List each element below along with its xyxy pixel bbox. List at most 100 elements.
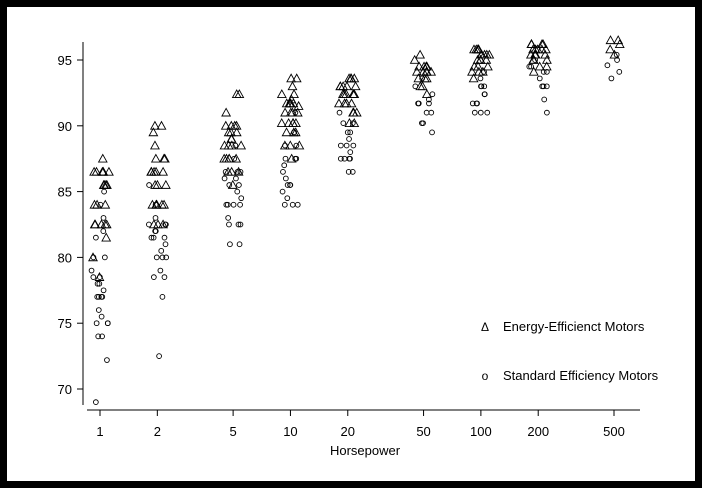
energy-efficient-point bbox=[339, 98, 350, 108]
energy-efficient-point bbox=[473, 66, 484, 76]
standard-efficiency-point bbox=[540, 68, 547, 75]
standard-efficiency-point bbox=[484, 109, 491, 116]
efficiency-scatter-chart: 70 75 80 85 90 95 1 2 5 10 20 50 100 200 500 Horsepow… bbox=[58, 35, 659, 458]
energy-efficient-point bbox=[149, 120, 160, 130]
energy-efficient-point bbox=[414, 61, 425, 71]
energy-efficient-point bbox=[468, 73, 479, 83]
standard-efficiency-point bbox=[349, 120, 356, 127]
standard-efficiency-point bbox=[412, 83, 419, 90]
standard-efficiency-point bbox=[346, 136, 352, 142]
energy-efficient-point bbox=[476, 49, 487, 59]
standard-efficiency-point bbox=[104, 320, 111, 327]
y-tick-label: 75 bbox=[58, 316, 72, 331]
x-tick-label: 20 bbox=[341, 424, 355, 439]
standard-efficiency-point bbox=[230, 201, 237, 208]
standard-efficiency-point bbox=[146, 182, 152, 188]
energy-efficient-point bbox=[89, 166, 100, 176]
standard-efficiency-point bbox=[148, 234, 155, 241]
energy-efficient-point bbox=[283, 118, 294, 127]
energy-efficient-point bbox=[224, 153, 235, 163]
energy-efficient-point bbox=[605, 35, 616, 45]
standard-efficiency-point bbox=[100, 287, 107, 294]
chart-frame: 70 75 80 85 90 95 1 2 5 10 20 50 100 200 500 Horsepow… bbox=[7, 7, 695, 481]
energy-efficient-point bbox=[294, 140, 305, 150]
standard-efficiency-point bbox=[94, 280, 101, 287]
energy-efficient-point bbox=[341, 81, 352, 91]
energy-efficient-point bbox=[421, 61, 432, 71]
standard-efficiency-point bbox=[420, 120, 426, 127]
standard-efficiency-point bbox=[159, 254, 166, 261]
x-tick-label: 200 bbox=[527, 424, 549, 439]
standard-efficiency-point bbox=[347, 129, 354, 136]
standard-efficiency-point bbox=[544, 68, 550, 75]
energy-efficient-point bbox=[227, 179, 238, 189]
x-tick-label: 500 bbox=[603, 424, 625, 439]
standard-efficiency-point bbox=[237, 221, 244, 228]
standard-efficiency-point bbox=[429, 91, 436, 98]
energy-efficient-point bbox=[346, 98, 357, 108]
standard-efficiency-point bbox=[528, 63, 534, 70]
standard-efficiency-point bbox=[90, 274, 97, 280]
legend-marker-standard: o bbox=[482, 369, 489, 383]
standard-efficiency-point bbox=[157, 267, 164, 274]
x-tick-label: 100 bbox=[470, 424, 492, 439]
y-tick-label: 90 bbox=[58, 119, 72, 134]
standard-efficiency-point bbox=[232, 142, 239, 149]
standard-efficiency-point bbox=[226, 221, 232, 228]
x-tick-label: 2 bbox=[154, 424, 161, 439]
standard-efficiency-point bbox=[88, 267, 95, 274]
x-tick-label: 50 bbox=[416, 424, 430, 439]
standard-efficiency-point bbox=[234, 169, 241, 175]
energy-efficient-point bbox=[605, 44, 616, 54]
standard-efficiency-point bbox=[152, 201, 159, 208]
energy-efficient-point bbox=[276, 89, 287, 99]
standard-efficiency-point bbox=[153, 254, 160, 261]
legend-label-energy-efficient: Energy-Efficienct Motors bbox=[503, 319, 645, 334]
energy-efficient-point bbox=[220, 120, 231, 130]
standard-efficiency-point bbox=[94, 294, 101, 300]
standard-efficiency-point bbox=[98, 294, 105, 300]
energy-efficient-point bbox=[346, 73, 357, 83]
standard-efficiency-point bbox=[236, 241, 243, 248]
standard-efficiency-point bbox=[161, 234, 168, 241]
energy-efficient-point bbox=[285, 98, 296, 108]
standard-efficiency-point bbox=[282, 155, 289, 162]
energy-efficient-point bbox=[101, 232, 112, 242]
x-axis-label: Horsepower bbox=[330, 443, 401, 458]
energy-efficient-point bbox=[285, 140, 296, 150]
standard-efficiency-point bbox=[544, 109, 550, 116]
standard-efficiency-point bbox=[152, 228, 158, 234]
energy-efficient-point bbox=[158, 219, 169, 229]
standard-efficiency-point bbox=[101, 188, 107, 195]
y-tick-label: 70 bbox=[58, 382, 72, 397]
data-points bbox=[88, 35, 625, 406]
standard-efficiency-point bbox=[291, 129, 297, 136]
y-tick-label: 80 bbox=[58, 250, 72, 265]
energy-efficient-point bbox=[289, 89, 299, 99]
standard-efficiency-point bbox=[225, 215, 232, 221]
legend: Δ Energy-Efficienct Motors o Standard Ef… bbox=[481, 319, 659, 383]
energy-efficient-point bbox=[349, 118, 360, 127]
standard-efficiency-point bbox=[613, 51, 620, 58]
standard-efficiency-point bbox=[347, 149, 354, 155]
energy-efficient-point bbox=[540, 44, 551, 54]
energy-efficient-point bbox=[149, 166, 160, 176]
standard-efficiency-point bbox=[471, 109, 478, 116]
standard-efficiency-point bbox=[292, 109, 299, 116]
standard-efficiency-point bbox=[156, 353, 162, 359]
standard-efficiency-point bbox=[163, 221, 169, 228]
energy-efficient-point bbox=[159, 199, 170, 209]
standard-efficiency-point bbox=[150, 234, 157, 241]
energy-efficient-point bbox=[344, 118, 355, 127]
standard-efficiency-point bbox=[293, 142, 300, 149]
energy-efficient-point bbox=[160, 179, 171, 189]
standard-efficiency-point bbox=[221, 175, 228, 182]
energy-efficient-point bbox=[221, 107, 232, 117]
y-tick-label: 85 bbox=[58, 185, 72, 200]
standard-efficiency-point bbox=[477, 75, 484, 82]
energy-efficient-point bbox=[231, 127, 242, 137]
standard-efficiency-point bbox=[282, 142, 288, 149]
energy-efficient-point bbox=[287, 81, 298, 91]
standard-efficiency-point bbox=[343, 142, 350, 149]
energy-efficient-point bbox=[614, 39, 625, 49]
